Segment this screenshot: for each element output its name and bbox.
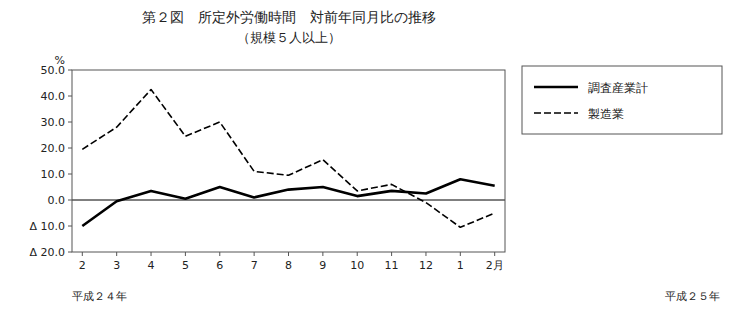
title: 第２図 所定外労働時間 対前年同月比の推移 (142, 9, 436, 25)
x-tick-label: 2月 (486, 259, 504, 272)
x-tick (357, 252, 358, 256)
x-tick (425, 252, 426, 256)
x-tick (185, 252, 186, 256)
x-tick (219, 252, 220, 256)
x-axis: 2 3 4 5 6 7 8 9 10 11 12 1 2月 (79, 252, 504, 272)
x-tick-label: 7 (251, 259, 258, 272)
x-tick-label: 6 (216, 259, 223, 272)
series-line (82, 90, 494, 228)
y-tick-label: 10.0 (41, 168, 66, 181)
x-tick-label: 12 (419, 259, 433, 272)
x-tick (391, 252, 392, 256)
y-tick-label: 20.0 (41, 142, 66, 155)
x-tick (254, 252, 255, 256)
y-tick-label: 0.0 (48, 194, 66, 207)
y-tick (68, 174, 72, 175)
y-tick-label: Δ 20.0 (29, 246, 65, 259)
chart: 第２図 所定外労働時間 対前年同月比の推移 （規模５人以上） Δ 20.0 Δ 10.… (0, 0, 740, 310)
subtitle: （規模５人以上） (237, 30, 341, 45)
x-tick-label: 8 (285, 259, 292, 272)
legend-swatch (534, 86, 578, 89)
legend: 調査産業計製造業 (522, 66, 722, 134)
y-tick-label: 40.0 (41, 90, 66, 103)
y-tick (68, 252, 72, 253)
legend-label: 調査産業計 (588, 81, 648, 95)
x-tick (82, 252, 83, 256)
y-axis: Δ 20.0Δ 10.00.010.020.030.040.050.0 (29, 64, 505, 259)
x-tick (288, 252, 289, 256)
legend-swatch (534, 112, 578, 114)
series-group (82, 90, 494, 228)
y-tick (68, 122, 72, 123)
plot-frame (72, 70, 505, 252)
x-tick (460, 252, 461, 256)
series-line (82, 179, 494, 226)
x-tick (151, 252, 152, 256)
legend-label: 製造業 (588, 107, 624, 121)
y-tick-label: 30.0 (41, 116, 66, 129)
x-tick (322, 252, 323, 256)
y-tick (68, 96, 72, 97)
y-tick-label: Δ 10.0 (29, 220, 65, 233)
zero-line (72, 200, 505, 201)
x-tick-label: 10 (350, 259, 364, 272)
annotation: 平成２５年 (665, 290, 720, 303)
x-tick-label: 4 (148, 259, 155, 272)
x-tick-label: 5 (182, 259, 189, 272)
x-tick-label: 9 (319, 259, 326, 272)
y-tick (68, 148, 72, 149)
annotation: 平成２４年 (72, 290, 127, 303)
x-tick-label: 1 (457, 259, 464, 272)
x-tick (116, 252, 117, 256)
y-tick (68, 70, 72, 71)
x-tick-label: 3 (113, 259, 120, 272)
y-tick (68, 226, 72, 227)
x-tick-label: 2 (79, 259, 86, 272)
x-tick-label: 11 (385, 259, 399, 272)
x-tick (494, 252, 495, 256)
y-tick (68, 200, 72, 201)
y-axis-label: % (55, 54, 65, 67)
legend-frame (522, 66, 722, 134)
